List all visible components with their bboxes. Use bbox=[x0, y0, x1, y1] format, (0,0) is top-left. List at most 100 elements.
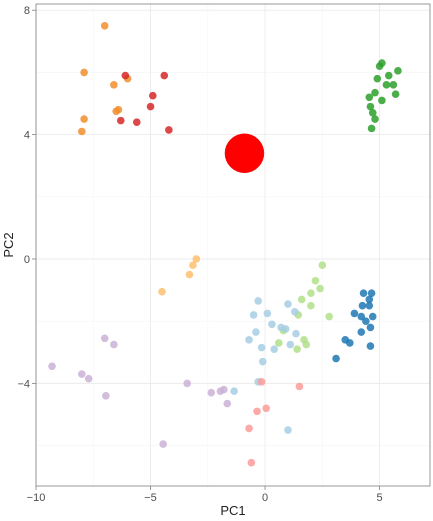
data-point bbox=[78, 127, 86, 136]
point-series-8 bbox=[48, 334, 232, 448]
x-tick-label: 5 bbox=[377, 492, 383, 504]
data-point bbox=[371, 115, 379, 123]
data-point bbox=[245, 424, 253, 433]
data-point bbox=[100, 334, 109, 343]
data-point bbox=[318, 261, 327, 270]
data-point bbox=[311, 276, 320, 285]
data-point bbox=[185, 270, 194, 279]
data-point bbox=[158, 287, 166, 296]
data-point bbox=[365, 93, 374, 102]
data-point bbox=[307, 289, 315, 298]
data-point bbox=[316, 284, 324, 293]
data-point bbox=[307, 301, 315, 310]
data-point bbox=[365, 295, 374, 304]
data-point bbox=[230, 387, 238, 395]
data-point bbox=[362, 317, 370, 325]
data-point bbox=[366, 323, 375, 332]
point-series-2 bbox=[365, 59, 402, 133]
point-series-9 bbox=[224, 133, 265, 174]
data-point bbox=[258, 357, 267, 366]
y-axis-title: PC2 bbox=[1, 232, 16, 257]
data-point bbox=[121, 71, 130, 80]
data-point bbox=[384, 71, 393, 80]
data-point bbox=[249, 311, 258, 319]
y-tick-label: 4 bbox=[24, 130, 30, 142]
data-point bbox=[223, 399, 232, 408]
data-point bbox=[253, 407, 261, 416]
data-point bbox=[325, 312, 334, 321]
data-point bbox=[189, 261, 197, 270]
x-tick-label: 0 bbox=[262, 492, 268, 504]
data-point bbox=[391, 90, 400, 98]
data-point bbox=[368, 312, 377, 321]
data-point bbox=[367, 289, 376, 298]
data-point bbox=[80, 68, 88, 77]
data-point bbox=[332, 354, 340, 363]
data-point bbox=[48, 362, 56, 371]
point-series-4 bbox=[275, 261, 334, 353]
data-point bbox=[371, 88, 379, 97]
data-point bbox=[382, 81, 391, 89]
data-point bbox=[367, 124, 376, 133]
x-axis-tick-labels: −10 −5 0 5 bbox=[27, 492, 383, 504]
data-point bbox=[284, 426, 292, 434]
point-series-7 bbox=[245, 378, 304, 467]
data-point bbox=[366, 102, 375, 111]
data-point bbox=[346, 339, 354, 347]
data-point bbox=[252, 328, 260, 336]
data-points bbox=[48, 21, 402, 467]
data-point bbox=[132, 118, 141, 126]
data-point bbox=[247, 458, 256, 467]
data-point bbox=[375, 62, 384, 70]
x-tick-label: −10 bbox=[27, 492, 46, 504]
y-tick-label: 8 bbox=[24, 5, 30, 17]
data-point bbox=[268, 320, 276, 329]
data-point bbox=[357, 328, 366, 336]
data-point bbox=[286, 340, 295, 349]
data-point bbox=[112, 107, 120, 116]
data-point bbox=[207, 388, 216, 397]
point-series-6 bbox=[332, 289, 377, 363]
data-point bbox=[366, 342, 375, 350]
data-point bbox=[84, 374, 93, 383]
y-tick-label: −4 bbox=[17, 378, 30, 390]
x-tick-label: −5 bbox=[144, 492, 157, 504]
data-point bbox=[291, 308, 299, 316]
data-point bbox=[165, 126, 173, 134]
data-point bbox=[368, 109, 377, 117]
data-point bbox=[302, 340, 311, 349]
data-point bbox=[359, 289, 368, 298]
highlight-point bbox=[224, 133, 265, 174]
data-point bbox=[270, 345, 279, 353]
data-point bbox=[254, 297, 262, 305]
data-point bbox=[146, 102, 155, 111]
data-point bbox=[116, 116, 125, 125]
data-point bbox=[373, 74, 382, 83]
data-point bbox=[192, 255, 201, 263]
data-point bbox=[358, 301, 367, 310]
data-point bbox=[263, 309, 272, 318]
data-point bbox=[257, 343, 266, 352]
point-series-1 bbox=[116, 71, 173, 134]
data-point bbox=[295, 382, 304, 391]
data-point bbox=[297, 295, 306, 304]
data-point bbox=[378, 96, 386, 105]
data-point bbox=[102, 392, 110, 400]
point-series-0 bbox=[78, 21, 132, 136]
x-axis-title: PC1 bbox=[220, 503, 245, 518]
point-series-3 bbox=[158, 255, 201, 296]
data-point bbox=[159, 440, 167, 448]
data-point bbox=[160, 71, 169, 80]
plot-panel-border bbox=[35, 3, 431, 487]
data-point bbox=[257, 378, 266, 386]
data-point bbox=[357, 312, 366, 321]
minor-gridlines bbox=[36, 4, 430, 486]
data-point bbox=[216, 387, 225, 395]
data-point bbox=[275, 339, 283, 347]
y-axis-tick-labels: −4 0 4 8 bbox=[17, 5, 30, 390]
data-point bbox=[149, 91, 157, 100]
data-point bbox=[365, 301, 374, 310]
data-point bbox=[389, 81, 398, 89]
